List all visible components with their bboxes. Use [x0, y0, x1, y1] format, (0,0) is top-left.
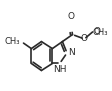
Text: O: O [81, 34, 88, 43]
Text: CH₃: CH₃ [5, 37, 20, 46]
Text: NH: NH [53, 65, 66, 74]
Text: N: N [68, 49, 75, 57]
Text: O: O [94, 27, 100, 36]
Text: CH₃: CH₃ [93, 28, 108, 37]
Text: O: O [67, 12, 74, 21]
